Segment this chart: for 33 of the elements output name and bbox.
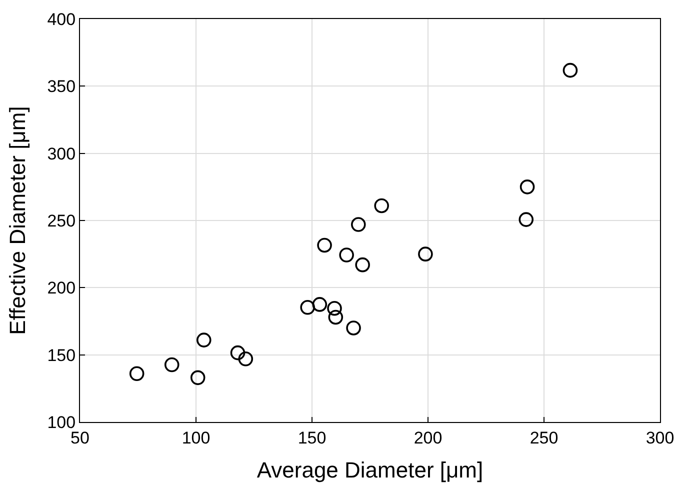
point	[351, 217, 366, 232]
point	[520, 180, 535, 194]
point	[317, 238, 332, 253]
point	[312, 297, 328, 312]
x-tick-label: 100	[182, 428, 210, 448]
y-tick-label: 200	[47, 278, 76, 298]
y-tick-label: 350	[47, 77, 76, 96]
point	[374, 198, 389, 214]
point	[562, 62, 578, 78]
y-tick-label: 300	[47, 144, 76, 164]
point	[518, 212, 534, 227]
point	[346, 320, 361, 336]
y-tick-label: 400	[47, 10, 76, 29]
y-tick-label: 250	[47, 211, 76, 230]
x-axis-title: Average Diameter [μm]	[256, 457, 484, 482]
point	[327, 300, 342, 316]
point	[164, 357, 180, 372]
point	[129, 366, 144, 382]
point	[300, 300, 315, 315]
y-axis-title: Effective Diameter [μm]	[5, 106, 30, 335]
point	[418, 246, 433, 262]
x-tick-label: 300	[646, 428, 674, 448]
point	[238, 351, 254, 366]
y-tick-label: 150	[47, 346, 76, 365]
point	[190, 370, 206, 386]
point	[355, 257, 370, 272]
point	[328, 310, 344, 325]
point	[230, 345, 246, 360]
x-tick-label: 200	[414, 428, 442, 448]
point	[196, 332, 212, 348]
x-tick-label: 150	[298, 428, 326, 448]
x-tick-label: 250	[530, 428, 558, 448]
point	[339, 248, 354, 262]
